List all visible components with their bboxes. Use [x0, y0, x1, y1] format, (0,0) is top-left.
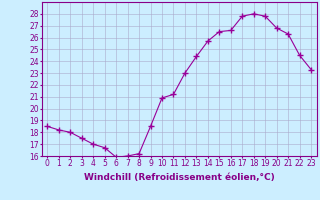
X-axis label: Windchill (Refroidissement éolien,°C): Windchill (Refroidissement éolien,°C): [84, 173, 275, 182]
